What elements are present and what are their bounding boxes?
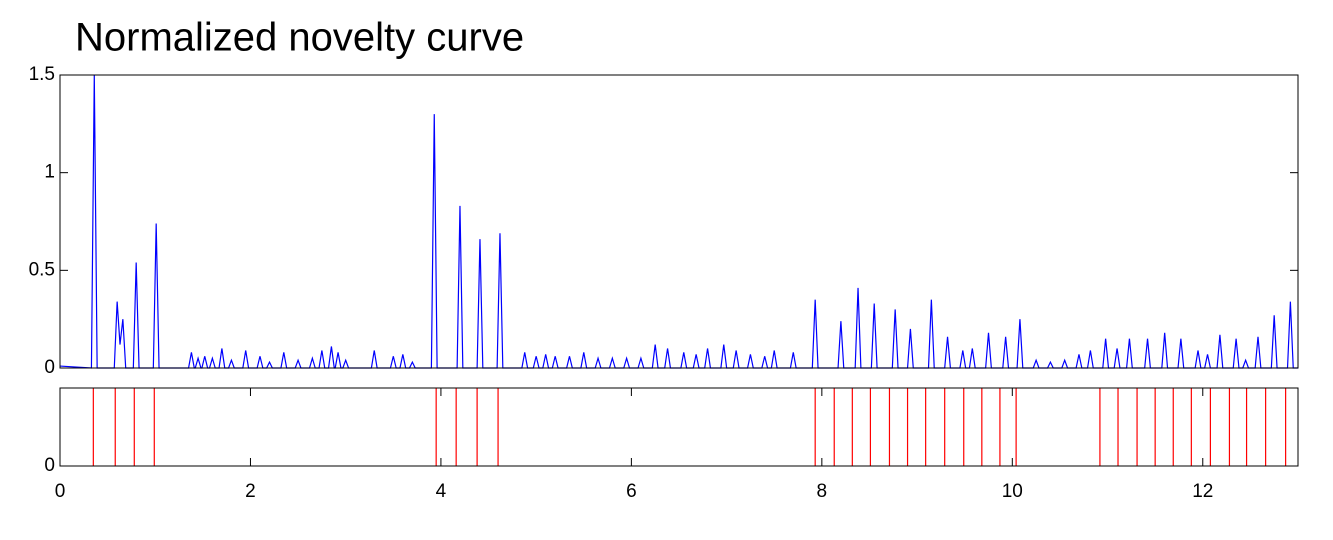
x-tick-label: 6 [626, 481, 637, 502]
x-tick-label: 0 [55, 481, 66, 502]
x-tick-label: 12 [1192, 481, 1213, 502]
x-tick-label: 10 [1002, 481, 1023, 502]
y-tick-label: 1.5 [29, 64, 55, 85]
y-tick-label: 1 [44, 162, 55, 183]
y-tick-label: 0 [44, 455, 55, 476]
y-tick-label: 0.5 [29, 259, 55, 280]
x-tick-label: 2 [245, 481, 256, 502]
y-tick-label: 0 [44, 357, 55, 378]
x-tick-label: 8 [817, 481, 828, 502]
x-tick-label: 4 [436, 481, 447, 502]
chart-title: Normalized novelty curve [75, 16, 524, 60]
axes-box [59, 387, 1299, 467]
axes-box [59, 74, 1299, 369]
